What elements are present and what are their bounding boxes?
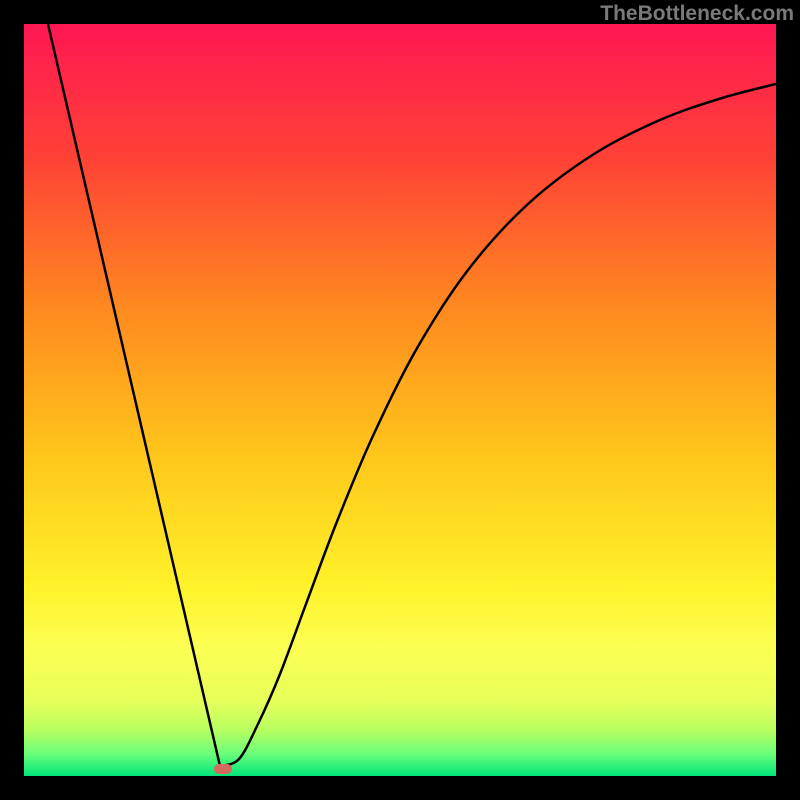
plot-svg — [24, 24, 776, 776]
chart-frame: TheBottleneck.com — [0, 0, 800, 800]
plot-area — [24, 24, 776, 776]
watermark-text: TheBottleneck.com — [600, 2, 794, 26]
vertex-marker — [214, 764, 232, 774]
gradient-background — [24, 24, 776, 776]
